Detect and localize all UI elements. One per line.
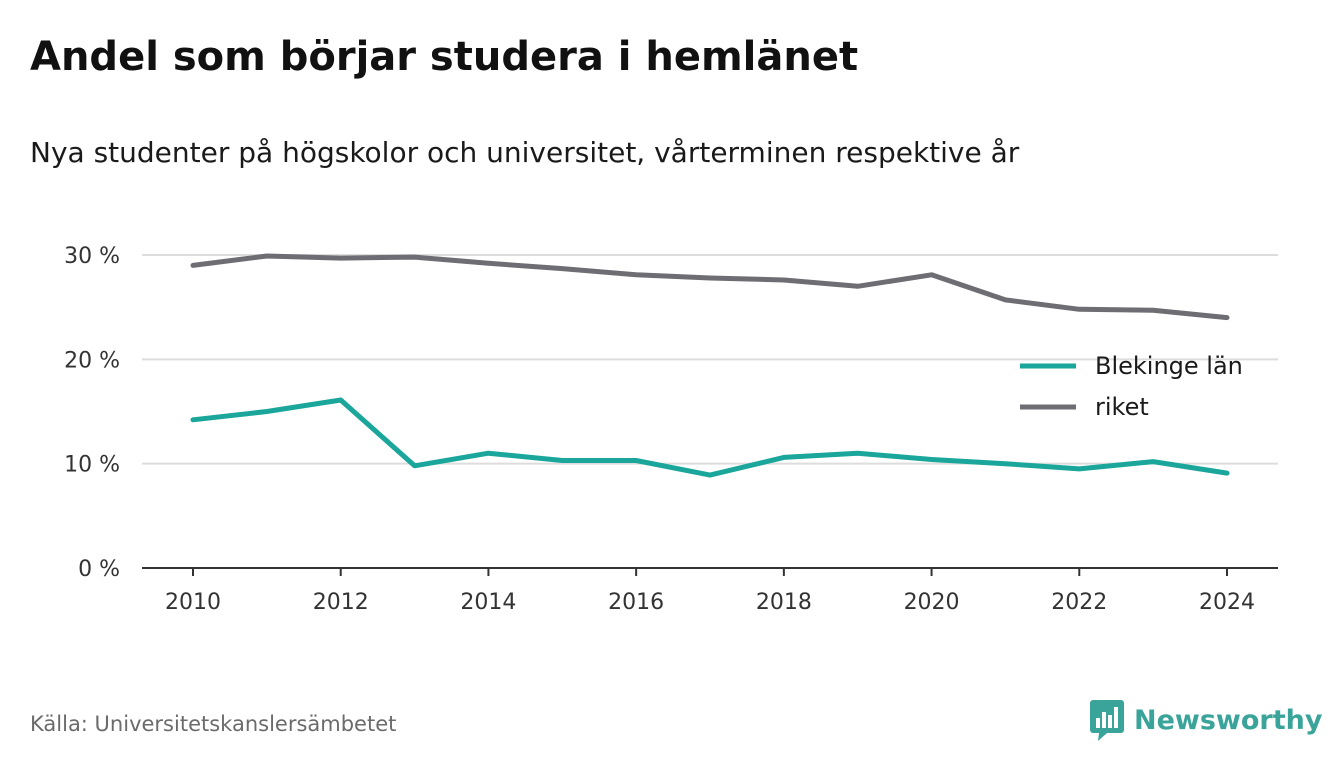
series-line-1 (190, 253, 1230, 321)
chart-subtitle: Nya studenter på högskolor och universit… (30, 136, 1020, 169)
y-tick-label: 0 % (78, 557, 120, 582)
x-tick-label: 2016 (608, 590, 664, 615)
x-tick-label: 2018 (756, 590, 812, 615)
source-text: Källa: Universitetskanslersämbetet (30, 712, 397, 736)
x-tick-label: 2024 (1199, 590, 1255, 615)
y-tick-label: 10 % (64, 453, 120, 478)
newsworthy-logo-icon (1090, 700, 1124, 741)
line-chart: 0 % 10 % 20 % 30 % 2010 2012 2014 2016 2018 2020 2… (64, 244, 1278, 615)
x-tick-label: 2022 (1051, 590, 1107, 615)
chart-title: Andel som börjar studera i hemlänet (30, 34, 859, 80)
x-tick-label: 2014 (460, 590, 516, 615)
x-tick-label: 2012 (313, 590, 369, 615)
y-tick-label: 30 % (64, 244, 120, 269)
legend-label-0: Blekinge län (1095, 352, 1243, 380)
legend-label-1: riket (1095, 393, 1149, 421)
x-tick-label: 2010 (165, 590, 221, 615)
brand-logo: Newsworthy (1089, 698, 1322, 742)
x-tick-label: 2020 (904, 590, 960, 615)
y-tick-label: 20 % (64, 348, 120, 373)
series-line-0 (190, 397, 1230, 478)
brand-name: Newsworthy (1134, 704, 1323, 736)
